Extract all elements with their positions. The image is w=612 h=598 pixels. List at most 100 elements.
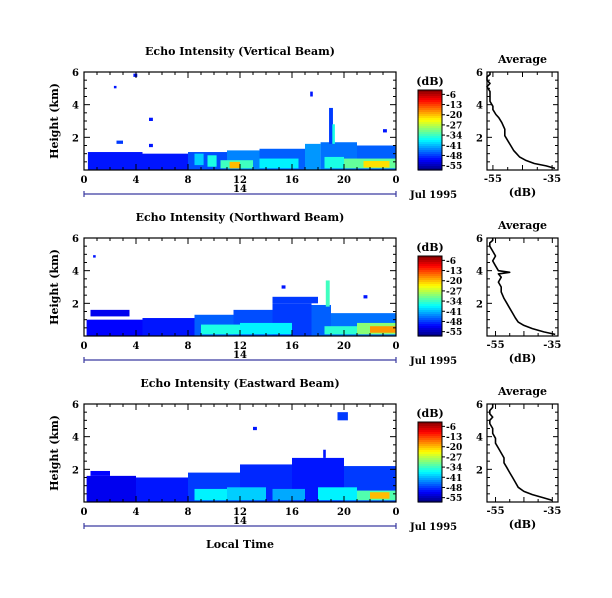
x-tick-label: 0 [81,507,88,518]
average-y-tick-label: 2 [476,465,483,476]
x-tick-label: 12 [233,341,247,352]
colorbar-swatch [418,150,442,153]
colorbar-swatch [418,120,442,123]
colorbar-swatch [418,116,442,119]
x-tick-label: 8 [185,341,192,352]
colorbar-swatch [418,460,442,463]
echo-cell [253,426,257,431]
colorbar-swatch [418,480,442,483]
average-x-tick-label: -55 [486,340,504,351]
colorbar-swatch [418,308,442,311]
colorbar-swatch [418,328,442,331]
colorbar-swatch [418,270,442,273]
echo-cell [142,318,195,336]
x-tick-label: 0 [81,341,88,352]
colorbar-swatch [418,468,442,471]
echo-cell [90,470,110,476]
colorbar-swatch [418,266,442,269]
colorbar-swatch [418,426,442,429]
colorbar-swatch [418,446,442,449]
colorbar-swatch [418,320,442,323]
echo-cell [194,488,227,501]
echo-cell [149,117,153,121]
x-tick-label: 20 [337,175,351,186]
average-y-tick-label: 6 [476,400,483,411]
colorbar-swatch [418,126,442,129]
colorbar-swatch [418,158,442,161]
colorbar-swatch [418,310,442,313]
colorbar-swatch [418,466,442,469]
average-profile-line [488,238,556,336]
colorbar-swatch [418,114,442,117]
colorbar-swatch [418,430,442,433]
echo-cell [240,322,292,335]
colorbar-swatch [418,486,442,489]
echo-cell [90,309,130,317]
colorbar-tick-label: -41 [446,142,462,152]
echo-cell [86,319,143,336]
colorbar-swatch [418,454,442,457]
y-tick-label: 6 [72,68,79,79]
colorbar-swatch [418,296,442,299]
echo-cell [259,158,299,169]
colorbar-swatch [418,130,442,133]
echo-cell [207,155,217,167]
colorbar-tick-label: -6 [446,423,456,433]
colorbar-swatch [418,134,442,137]
colorbar-swatch [418,298,442,301]
colorbar-swatch [418,456,442,459]
colorbar-swatch [418,108,442,111]
colorbar-swatch [418,128,442,131]
colorbar-swatch [418,306,442,309]
average-frame [486,403,559,503]
date-label: Jul 1995 [409,522,457,533]
average-x-tick-label: -35 [543,174,561,185]
echo-cell [149,143,153,148]
colorbar-swatch [418,302,442,305]
colorbar-swatch [418,294,442,297]
average-x-label: (dB) [509,186,536,199]
colorbar-swatch [418,98,442,101]
colorbar-swatch [418,334,442,337]
colorbar-frame [417,255,443,337]
colorbar-frame [417,421,443,503]
colorbar-swatch [418,492,442,495]
day-label: 14 [233,350,247,361]
colorbar-tick-label: -27 [446,287,462,297]
y-tick-label: 6 [72,400,79,411]
colorbar-tick-label: -20 [446,443,462,453]
echo-cell [370,326,396,333]
echo-cell [324,156,344,169]
panel-2: Echo Intensity (Eastward Beam) Height (km… [48,377,561,533]
colorbar-tick-label: -34 [446,132,462,142]
colorbar-swatch [418,476,442,479]
echo-cell [281,285,286,289]
echo-cell [323,449,326,458]
colorbar-swatch [418,286,442,289]
colorbar-swatch [418,92,442,95]
average-y-tick-label: 4 [476,101,483,112]
colorbar-swatch [418,122,442,125]
colorbar-swatch [418,316,442,319]
x-tick-label: 4 [133,341,140,352]
echo-cell [325,280,330,307]
echo-cell [272,296,318,304]
colorbar-swatch [418,434,442,437]
colorbar-swatch [418,272,442,275]
y-axis-label: Height (km) [48,415,61,491]
date-label: Jul 1995 [409,190,457,201]
colorbar-swatch [418,482,442,485]
colorbar-swatch [418,282,442,285]
colorbar-swatch [418,440,442,443]
colorbar-swatch [418,104,442,107]
colorbar-tick-label: -55 [446,162,462,172]
colorbar-swatch [418,268,442,271]
colorbar-swatch [418,442,442,445]
local-time-label: Local Time [206,538,274,551]
panel-title: Echo Intensity (Eastward Beam) [140,377,339,390]
colorbar-swatch [418,314,442,317]
colorbar-tick-label: -48 [446,484,462,494]
colorbar-swatch [418,318,442,321]
echo-cell [194,153,204,166]
colorbar-swatch [418,500,442,503]
